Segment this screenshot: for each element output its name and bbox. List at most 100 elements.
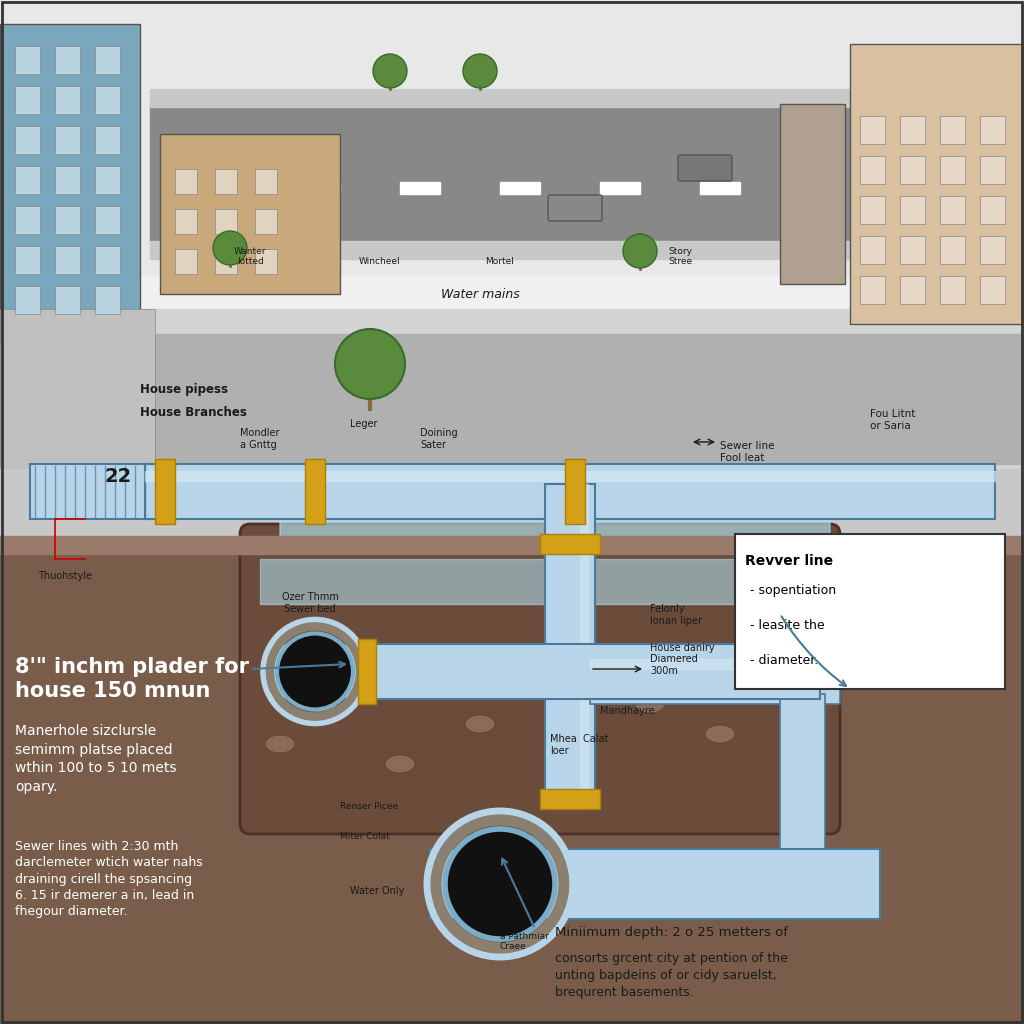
Bar xyxy=(150,104,900,244)
Bar xyxy=(0,309,155,469)
Bar xyxy=(55,286,80,314)
Bar xyxy=(95,86,120,114)
Text: - diameter.: - diameter. xyxy=(750,654,818,667)
Bar xyxy=(150,241,900,259)
Text: Sewer lines with 2:30 mth
darclemeter wtich water nahs
draining cirell the spsan: Sewer lines with 2:30 mth darclemeter wt… xyxy=(15,840,203,919)
Text: Water Only: Water Only xyxy=(350,886,404,896)
Bar xyxy=(500,182,540,194)
Bar xyxy=(160,134,340,294)
Text: Water mains: Water mains xyxy=(440,288,519,300)
Bar xyxy=(15,126,40,154)
Bar xyxy=(95,126,120,154)
Text: consorts grcent city at pention of the
unting bapdeins of or cidy saruelst,
breq: consorts grcent city at pention of the u… xyxy=(555,952,787,999)
Text: Story
Stree: Story Stree xyxy=(668,247,692,266)
Bar xyxy=(0,0,1024,539)
Bar xyxy=(940,236,965,264)
Bar xyxy=(900,196,925,224)
Bar xyxy=(580,484,588,804)
Text: Miter Colat: Miter Colat xyxy=(340,831,390,841)
Bar xyxy=(55,206,80,234)
Bar xyxy=(270,644,820,699)
Text: - sopentiation: - sopentiation xyxy=(750,584,837,597)
Bar xyxy=(175,249,197,274)
Text: House daniry
Diamered
300m: House daniry Diamered 300m xyxy=(650,643,715,676)
Bar xyxy=(255,209,278,234)
Bar xyxy=(15,286,40,314)
Bar xyxy=(940,156,965,184)
Text: 22: 22 xyxy=(105,467,132,486)
Bar xyxy=(860,156,885,184)
Ellipse shape xyxy=(265,735,295,753)
Bar xyxy=(55,46,80,74)
Bar xyxy=(430,849,880,919)
Bar xyxy=(900,236,925,264)
Bar xyxy=(260,559,820,604)
Bar xyxy=(545,484,595,804)
Bar xyxy=(15,86,40,114)
Bar xyxy=(980,276,1005,304)
Text: Mondler
a Gnttg: Mondler a Gnttg xyxy=(240,428,280,450)
Circle shape xyxy=(623,234,657,268)
Bar xyxy=(400,182,440,194)
Circle shape xyxy=(373,54,407,88)
Bar xyxy=(95,166,120,194)
Bar xyxy=(55,86,80,114)
Text: Thuohstyle: Thuohstyle xyxy=(38,571,92,581)
Circle shape xyxy=(445,829,555,939)
Bar xyxy=(590,659,840,669)
Bar xyxy=(780,104,845,284)
Bar xyxy=(0,309,1024,539)
Bar xyxy=(145,464,995,519)
FancyBboxPatch shape xyxy=(240,524,840,834)
Ellipse shape xyxy=(385,755,415,773)
Text: House pipess: House pipess xyxy=(140,383,228,395)
Bar xyxy=(95,246,120,274)
Circle shape xyxy=(463,54,497,88)
Text: Wanter
lotted: Wanter lotted xyxy=(233,247,266,266)
Bar xyxy=(0,24,140,344)
Bar xyxy=(0,469,1024,539)
Bar xyxy=(15,46,40,74)
Bar xyxy=(55,166,80,194)
Text: Mortel: Mortel xyxy=(485,257,514,266)
Text: Leger: Leger xyxy=(350,419,378,429)
Bar xyxy=(860,196,885,224)
Bar xyxy=(95,286,120,314)
Bar xyxy=(980,156,1005,184)
Text: Mandhayre: Mandhayre xyxy=(600,706,654,716)
Circle shape xyxy=(278,634,353,710)
Text: Wincheel: Wincheel xyxy=(359,257,400,266)
Bar xyxy=(155,459,175,524)
Bar xyxy=(215,209,237,234)
Ellipse shape xyxy=(315,705,345,723)
Bar xyxy=(358,639,376,705)
Bar xyxy=(15,246,40,274)
Bar xyxy=(860,236,885,264)
FancyBboxPatch shape xyxy=(735,534,1005,689)
Bar xyxy=(255,169,278,194)
Bar xyxy=(980,116,1005,144)
Text: Doining
Sater: Doining Sater xyxy=(420,428,458,450)
Text: - leasite the: - leasite the xyxy=(750,618,824,632)
Bar xyxy=(145,471,995,481)
Bar xyxy=(15,166,40,194)
Bar xyxy=(900,276,925,304)
Bar xyxy=(980,196,1005,224)
Text: Mhea  Calat
loer: Mhea Calat loer xyxy=(550,734,608,756)
Bar xyxy=(150,89,900,106)
Text: a Pathmiar
Craee: a Pathmiar Craee xyxy=(500,932,549,951)
Bar xyxy=(15,206,40,234)
Bar xyxy=(0,539,1024,1024)
Bar xyxy=(565,459,585,524)
Bar xyxy=(850,44,1024,324)
Text: Fou Litnt
or Saria: Fou Litnt or Saria xyxy=(870,410,915,431)
FancyBboxPatch shape xyxy=(678,155,732,181)
Bar xyxy=(540,534,600,554)
Text: Felonly
lonan liper: Felonly lonan liper xyxy=(650,604,702,626)
Text: Manerhole sizclursle
semimm platse placed
wthin 100 to 5 10 mets
opary.: Manerhole sizclursle semimm platse place… xyxy=(15,724,176,794)
Bar xyxy=(300,182,340,194)
Bar xyxy=(150,334,1024,464)
Bar xyxy=(95,46,120,74)
Bar xyxy=(540,790,600,809)
Text: Ozer Thmm
Sewer bed: Ozer Thmm Sewer bed xyxy=(282,593,339,614)
